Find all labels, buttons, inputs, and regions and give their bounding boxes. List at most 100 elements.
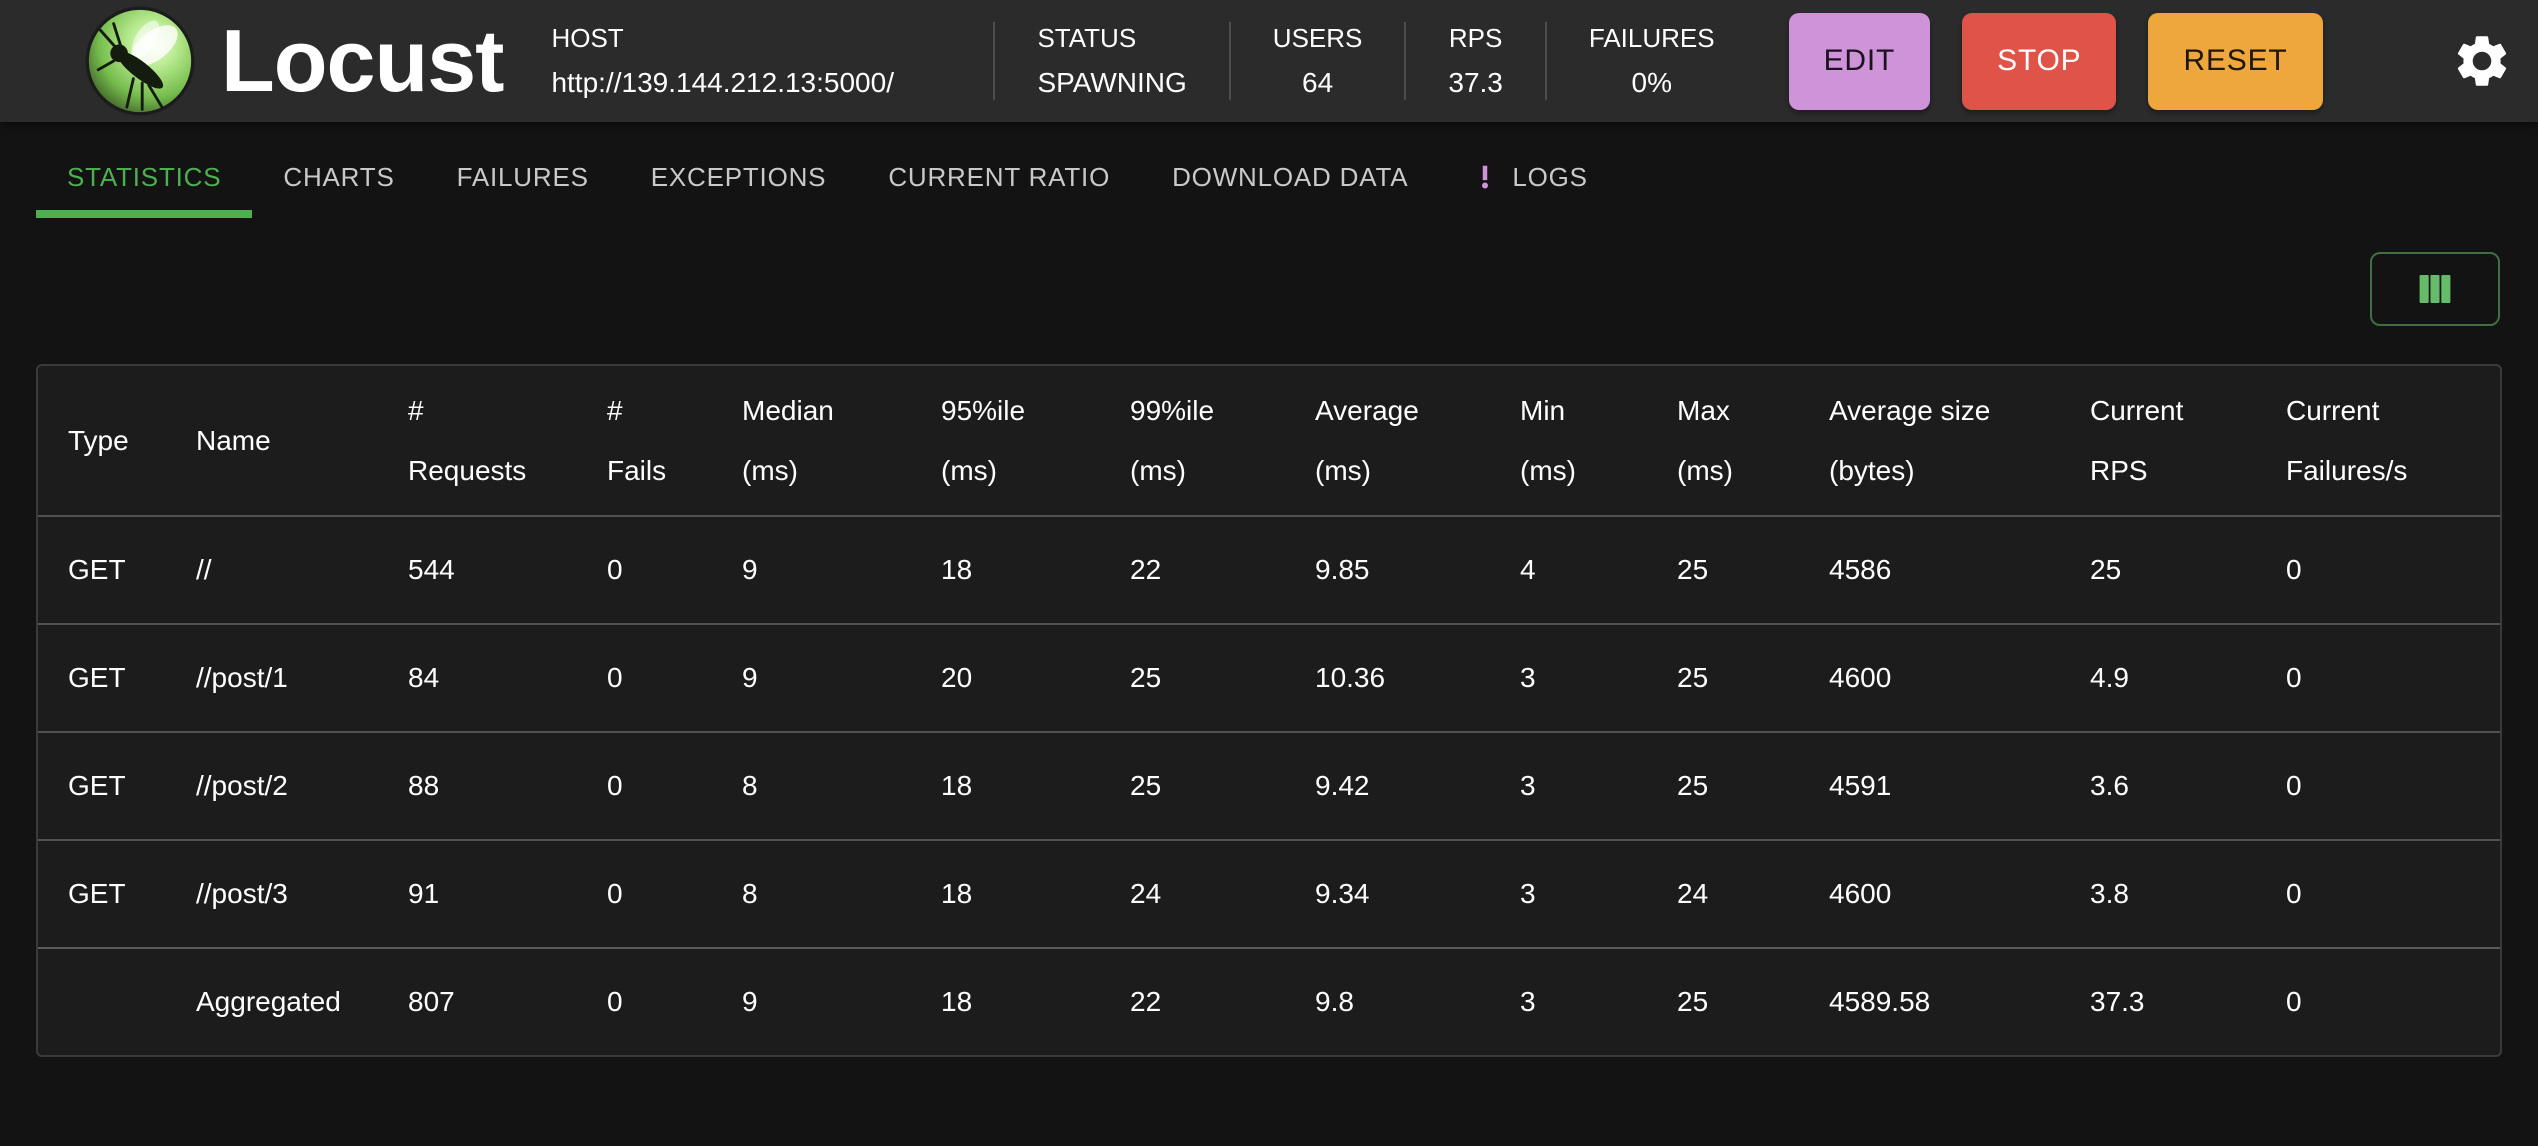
column-header-95-ile-ms-[interactable]: 95%ile (ms) [941,394,1026,486]
table-cell: 0 [2256,623,2500,732]
statistics-table: Type Name # Requests # Fails Median (ms) 95%ile(… [38,366,2500,1055]
column-header-current-failures-s[interactable]: Current Failures/s [2286,394,2408,486]
column-selector-button[interactable] [2370,252,2500,326]
app-title: Locust [221,11,504,110]
failures-value: 0% [1631,67,1672,98]
table-cell: 0 [2256,839,2500,948]
table-cell: 9.34 [1285,839,1490,948]
tab-failures[interactable]: FAILURES [426,136,620,218]
table-cell: 84 [378,623,577,732]
table-row-aggregated: Aggregated 807 0 9 18 22 9.8 3 25 4589.58 37.3 0 [38,947,2500,1055]
column-header-type[interactable]: Type [68,424,129,456]
table-cell: 8 [712,731,911,840]
table-cell: 9.8 [1285,947,1490,1055]
table-cell: 4600 [1799,623,2060,732]
table-cell: GET [38,623,166,732]
divider [1544,22,1547,100]
tab-label: FAILURES [456,161,589,192]
status-value: SPAWNING [1037,67,1187,98]
column-header-min-ms-[interactable]: Min (ms) [1520,394,1576,486]
column-header-99-ile-ms-[interactable]: 99%ile (ms) [1130,394,1215,486]
table-cell: // [166,515,378,624]
users-label: USERS [1272,23,1363,53]
host-label: HOST [551,23,624,53]
tab-label: DOWNLOAD DATA [1172,161,1409,192]
tab-label: CHARTS [283,161,395,192]
table-cell: 4589.58 [1799,947,2060,1055]
tab-exceptions[interactable]: EXCEPTIONS [620,136,858,218]
column-header-median-ms-[interactable]: Median (ms) [742,394,834,486]
table-cell: 3 [1490,839,1647,948]
column-header-average-size-bytes-[interactable]: Average size (bytes) [1829,394,1991,486]
table-toolbar [36,252,2500,326]
table-row: GET//post/2 88 0 8 18 25 9.42 3 25 4591 3.6 0 [38,731,2500,840]
table-cell: 4600 [1799,839,2060,948]
table-cell: 9 [712,623,911,732]
table-cell: 3.6 [2060,731,2256,840]
tab-bar: STATISTICS CHARTS FAILURES EXCEPTIONS CURREN… [36,136,2502,218]
table-row: GET//post/1 84 0 9 20 25 10.36 3 25 4600 4.9 0 [38,623,2500,732]
table-cell: 9.42 [1285,731,1490,840]
locust-logo-icon [85,6,195,116]
table-cell: 20 [911,623,1100,732]
brand-link[interactable]: Locust [85,6,551,116]
table-cell: 18 [911,947,1100,1055]
statistics-table-card: Type Name # Requests # Fails Median (ms) 95%ile(… [36,364,2502,1057]
table-cell: 0 [577,515,712,624]
edit-button[interactable]: EDIT [1788,12,1931,110]
tab-current-ratio[interactable]: CURRENT RATIO [857,136,1141,218]
rps-stat: RPS 37.3 [1406,25,1545,97]
failures-stat: FAILURES 0% [1547,25,1757,97]
users-value: 64 [1302,67,1334,98]
table-cell: GET [38,515,166,624]
table-cell: 18 [911,515,1100,624]
tab-logs[interactable]: LOGS [1439,136,1618,218]
tab-label: STATISTICS [67,161,222,192]
settings-button[interactable] [2451,27,2513,95]
table-cell: Aggregated [166,947,378,1055]
column-header--requests[interactable]: # Requests [408,394,527,486]
table-cell: 9 [712,947,911,1055]
gear-icon [2451,30,2513,92]
table-cell: //post/1 [166,623,378,732]
column-header-current-rps[interactable]: Current RPS [2090,394,2184,486]
status-stat: STATUS SPAWNING [995,25,1228,97]
table-cell: GET [38,839,166,948]
column-header-max-ms-[interactable]: Max (ms) [1677,394,1733,486]
table-cell: 0 [2256,731,2500,840]
table-cell: 0 [577,839,712,948]
table-cell: 18 [911,839,1100,948]
table-cell: 25 [1100,623,1285,732]
column-header--fails[interactable]: # Fails [607,394,667,486]
tab-label: CURRENT RATIO [888,161,1111,192]
users-stat: USERS 64 [1231,25,1405,97]
table-cell: 37.3 [2060,947,2256,1055]
view-columns-icon [2414,268,2456,310]
table-cell: 25 [2060,515,2256,624]
table-cell: 3.8 [2060,839,2256,948]
table-cell: 0 [2256,947,2500,1055]
table-cell: 3 [1490,731,1647,840]
reset-button[interactable]: RESET [2148,12,2323,110]
table-cell: 25 [1647,515,1799,624]
column-header-name[interactable]: Name [196,424,271,456]
table-cell: 0 [577,947,712,1055]
column-header-average-ms-[interactable]: Average (ms) [1315,394,1419,486]
status-label: STATUS [1037,23,1137,53]
table-cell: 0 [2256,515,2500,624]
table-cell: 25 [1647,731,1799,840]
rps-label: RPS [1448,23,1503,53]
rps-value: 37.3 [1448,67,1503,98]
table-cell [38,947,166,1055]
table-cell: 8 [712,839,911,948]
tab-label: EXCEPTIONS [650,161,827,192]
tab-statistics[interactable]: STATISTICS [36,136,253,218]
tab-charts[interactable]: CHARTS [252,136,425,218]
stop-button[interactable]: STOP [1962,12,2117,110]
table-cell: 9 [712,515,911,624]
host-stat: HOST http://139.144.212.13:5000/ [551,25,951,97]
table-cell: 807 [378,947,577,1055]
table-cell: 3 [1490,623,1647,732]
tab-download-data[interactable]: DOWNLOAD DATA [1141,136,1439,218]
failures-label: FAILURES [1588,23,1715,53]
